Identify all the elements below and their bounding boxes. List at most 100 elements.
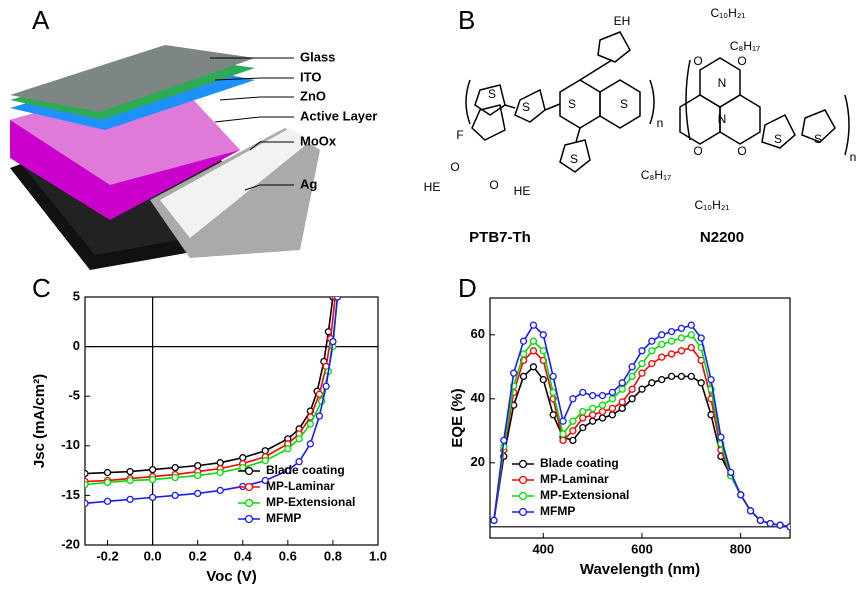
data-point <box>678 335 684 341</box>
data-point <box>600 409 606 415</box>
atom-label: S <box>568 97 576 111</box>
data-point <box>619 405 625 411</box>
data-point <box>639 370 645 376</box>
data-point <box>590 412 596 418</box>
data-point <box>491 517 497 523</box>
y-axis-label: Jsc (mA/cm²) <box>31 374 48 468</box>
data-point <box>609 396 615 402</box>
data-point <box>82 481 88 487</box>
data-point <box>127 496 133 502</box>
data-point <box>777 522 783 528</box>
molecule-name: N2200 <box>700 229 744 246</box>
data-point <box>629 373 635 379</box>
device-stack <box>10 45 320 270</box>
y-tick-label: 40 <box>471 390 485 405</box>
data-point <box>609 405 615 411</box>
x-tick-label: -0.2 <box>96 548 118 563</box>
data-point <box>748 508 754 514</box>
legend-label: MP-Laminar <box>540 472 609 486</box>
y-axis-label: EQE (%) <box>449 388 466 447</box>
data-point <box>619 399 625 405</box>
y-tick-label: 20 <box>471 454 485 469</box>
legend-marker <box>520 477 527 484</box>
data-point <box>240 465 246 471</box>
data-point <box>698 380 704 386</box>
data-point <box>678 325 684 331</box>
data-point <box>296 436 302 442</box>
data-point <box>316 391 322 397</box>
legend-marker <box>246 468 253 475</box>
data-point <box>688 322 694 328</box>
layer-label: MoOx <box>300 133 337 148</box>
data-point <box>530 338 536 344</box>
data-point <box>105 480 111 486</box>
data-point <box>570 437 576 443</box>
data-point <box>649 338 655 344</box>
data-point <box>580 409 586 415</box>
data-point <box>639 386 645 392</box>
legend-marker <box>246 516 253 523</box>
data-point <box>550 389 556 395</box>
data-point <box>530 348 536 354</box>
data-point <box>217 487 223 493</box>
data-point <box>323 383 329 389</box>
plot-area <box>491 322 793 530</box>
series-line <box>85 297 335 482</box>
data-point <box>560 431 566 437</box>
data-point <box>105 498 111 504</box>
data-point <box>619 386 625 392</box>
legend-marker <box>246 500 253 507</box>
data-point <box>195 463 201 469</box>
data-point <box>639 361 645 367</box>
leader-line <box>220 97 294 100</box>
data-point <box>127 478 133 484</box>
data-point <box>728 469 734 475</box>
y-tick-label: -10 <box>61 437 80 452</box>
atom-label: S <box>774 132 782 146</box>
data-point <box>659 332 665 338</box>
data-point <box>550 373 556 379</box>
data-point <box>580 415 586 421</box>
series-line <box>85 297 333 474</box>
data-point <box>560 418 566 424</box>
data-point <box>609 389 615 395</box>
data-point <box>127 469 133 475</box>
data-point <box>150 467 156 473</box>
layer-label: Ag <box>300 176 317 191</box>
y-tick-label: 60 <box>471 326 485 341</box>
data-point <box>521 351 527 357</box>
data-point <box>718 434 724 440</box>
data-point <box>150 477 156 483</box>
legend-marker <box>246 484 253 491</box>
data-point <box>688 332 694 338</box>
data-point <box>105 470 111 476</box>
data-point <box>669 329 675 335</box>
atom-label: S <box>620 97 628 111</box>
x-tick-label: 0.4 <box>234 548 253 563</box>
data-point <box>590 393 596 399</box>
panel-label: A <box>32 5 50 35</box>
legend-label: MFMP <box>540 504 575 518</box>
y-tick-label: 0 <box>73 338 80 353</box>
x-tick-label: 0.2 <box>189 548 207 563</box>
data-point <box>570 428 576 434</box>
data-point <box>530 322 536 328</box>
x-tick-label: 600 <box>631 541 653 556</box>
data-point <box>540 348 546 354</box>
legend-label: Blade coating <box>540 456 619 470</box>
data-point <box>530 364 536 370</box>
data-point <box>540 332 546 338</box>
y-tick-label: -15 <box>61 487 80 502</box>
figure: A B C D GlassITOZnOActive LayerMoOxAgPTB… <box>0 0 860 592</box>
atom-label: EH <box>614 14 631 28</box>
data-point <box>678 373 684 379</box>
x-tick-label: 0.0 <box>144 548 162 563</box>
molecule-name: PTB7-Th <box>469 229 531 246</box>
data-point <box>590 405 596 411</box>
data-point <box>217 470 223 476</box>
data-point <box>580 425 586 431</box>
data-point <box>521 373 527 379</box>
y-tick-label: -5 <box>68 388 80 403</box>
data-point <box>708 377 714 383</box>
data-point <box>590 418 596 424</box>
